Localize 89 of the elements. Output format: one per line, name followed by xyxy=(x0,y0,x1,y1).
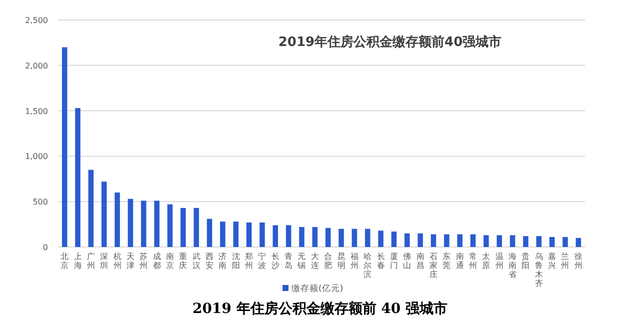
x-tick-label: 石家庄 xyxy=(429,252,438,279)
text: 2019 年住房公积金缴存额前 40 强城市 xyxy=(192,300,448,317)
bar xyxy=(325,228,331,247)
x-tick-label: 徐州 xyxy=(574,252,582,270)
x-tick-label: 福州 xyxy=(350,252,358,270)
x-tick-label: 南京 xyxy=(166,252,174,270)
y-tick-label: 0 xyxy=(42,243,48,252)
x-tick-label: 深圳 xyxy=(99,252,108,270)
x-tick-label: 上海 xyxy=(74,252,82,270)
bar xyxy=(128,198,134,247)
bar xyxy=(496,235,502,247)
x-tick-label: 沈阳 xyxy=(232,252,240,270)
x-tick-label: 兰州 xyxy=(561,252,570,270)
bar xyxy=(364,228,370,247)
x-tick-label: 广州 xyxy=(86,252,95,270)
bar xyxy=(206,218,212,247)
x-tick-label: 太原 xyxy=(482,252,490,270)
x-tick-label: 苏州 xyxy=(140,252,148,270)
x-tick-label: 济南 xyxy=(218,252,227,270)
x-tick-label: 重庆 xyxy=(179,252,188,270)
bar xyxy=(338,228,344,247)
bar xyxy=(352,228,358,247)
x-tick-label: 长沙 xyxy=(271,252,280,270)
x-tick-label: 宁波 xyxy=(258,252,266,270)
y-tick-label: 1,000 xyxy=(25,152,48,162)
bar xyxy=(286,225,292,247)
bar xyxy=(62,47,68,247)
x-tick-label: 南通 xyxy=(456,252,464,270)
x-tick-label: 青岛 xyxy=(284,252,293,270)
x-tick-label: 海南省 xyxy=(508,252,517,279)
bar xyxy=(194,208,199,247)
bar xyxy=(536,236,542,247)
bar xyxy=(378,230,384,247)
bar xyxy=(272,225,278,247)
x-tick-label: 温州 xyxy=(495,252,504,270)
x-tick-label: 北京 xyxy=(60,252,69,270)
x-tick-label: 长春 xyxy=(376,252,385,270)
bar xyxy=(233,222,238,247)
legend-label: 缴存额(亿元) xyxy=(292,283,344,294)
x-tick-label: 西安 xyxy=(206,252,214,270)
y-tick-label: 2,500 xyxy=(25,16,48,25)
bar xyxy=(444,234,450,247)
bar xyxy=(167,204,173,247)
bar xyxy=(141,200,146,247)
x-tick-label: 大连 xyxy=(310,252,319,270)
bar xyxy=(312,227,318,247)
bar xyxy=(523,236,528,247)
x-tick-label: 杭州 xyxy=(112,252,122,270)
bar xyxy=(220,222,226,247)
bar xyxy=(101,182,107,247)
bar xyxy=(404,233,410,247)
x-tick-label: 郑州 xyxy=(245,252,254,270)
x-tick-label: 常州 xyxy=(469,252,478,270)
x-tick-label: 昆明 xyxy=(337,252,346,270)
x-tick-label: 成都 xyxy=(152,252,161,270)
x-tick-label: 嘉兴 xyxy=(548,252,556,270)
x-tick-label: 天津 xyxy=(126,252,134,270)
y-tick-label: 1,500 xyxy=(25,106,48,116)
y-tick-label: 500 xyxy=(32,198,48,207)
bar xyxy=(470,234,476,247)
x-tick-label: 厦门 xyxy=(390,252,398,270)
bar xyxy=(457,234,462,247)
bar xyxy=(299,227,304,247)
bar xyxy=(75,108,80,247)
bar xyxy=(576,238,582,247)
x-tick-label: 乌鲁木齐 xyxy=(534,252,543,288)
x-tick-label: 贵阳 xyxy=(522,252,530,270)
x-tick-label: 南昌 xyxy=(416,252,424,270)
bar xyxy=(391,232,397,247)
y-tick-label: 2,000 xyxy=(25,61,48,70)
x-tick-label: 无锡 xyxy=(296,252,306,270)
bar xyxy=(180,208,186,247)
bar xyxy=(430,234,436,247)
bar xyxy=(114,192,120,247)
bar xyxy=(154,200,160,247)
text: 2019年住房公积金缴存额前40强城市 xyxy=(278,34,502,50)
bar xyxy=(484,235,489,247)
x-tick-label: 武汉 xyxy=(192,252,200,270)
x-tick-label: 东莞 xyxy=(442,252,451,270)
bar xyxy=(562,237,568,247)
x-tick-label: 哈尔滨 xyxy=(364,252,372,279)
bar xyxy=(510,235,516,247)
bar xyxy=(260,222,265,247)
x-tick-label: 佛山 xyxy=(403,252,412,270)
bar xyxy=(88,170,94,247)
x-tick-label: 合肥 xyxy=(324,252,332,270)
bar xyxy=(246,222,252,247)
bar xyxy=(549,237,555,247)
bar xyxy=(418,233,423,247)
